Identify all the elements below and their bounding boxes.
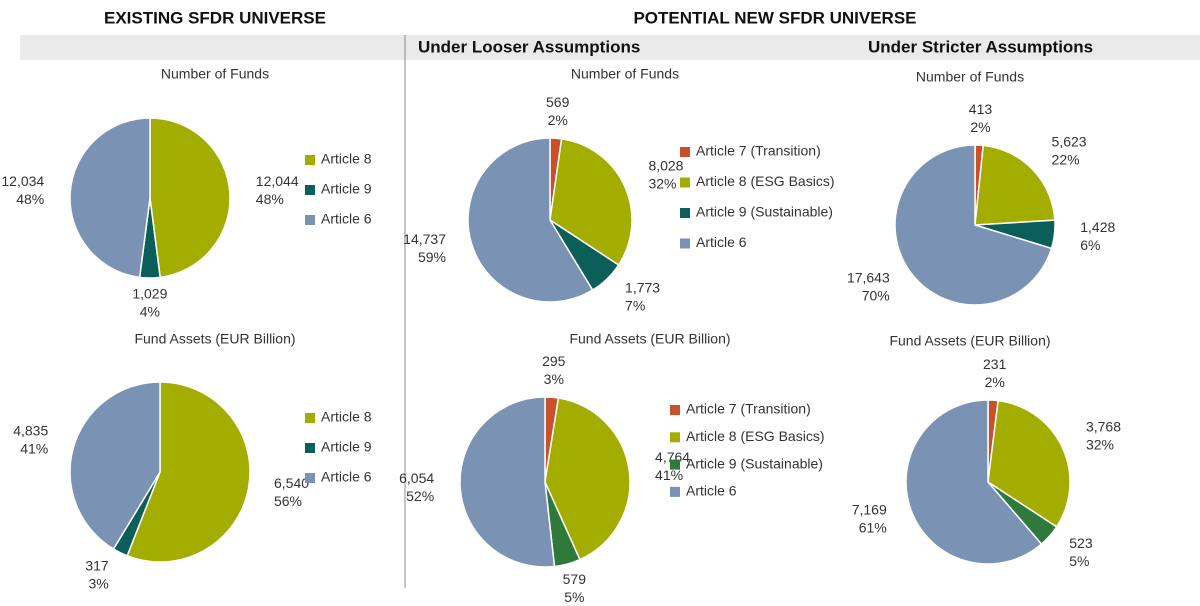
legend-swatch (680, 208, 690, 218)
value-label: 6,054 (399, 470, 434, 486)
value-label: 523 (1069, 535, 1093, 551)
value-label: 8,028 (648, 157, 683, 173)
value-label: 12,044 (256, 173, 299, 189)
share-label: 48% (16, 191, 44, 207)
chart-title: Fund Assets (EUR Billion) (569, 331, 730, 347)
share-label: 41% (655, 467, 683, 483)
pie-slice (126, 381, 251, 563)
legend-label: Article 6 (321, 211, 372, 227)
legend-label: Article 7 (Transition) (686, 401, 811, 417)
legend-label: Article 9 (321, 181, 372, 197)
section-title: EXISTING SFDR UNIVERSE (104, 8, 326, 27)
share-label: 61% (859, 519, 887, 535)
share-label: 41% (20, 441, 48, 457)
share-label: 2% (970, 119, 990, 135)
share-label: 32% (1086, 436, 1114, 452)
value-label: 231 (983, 356, 1007, 372)
legend-swatch (305, 185, 315, 195)
legend-label: Article 9 (321, 439, 372, 455)
pie-slice (459, 396, 556, 568)
share-label: 2% (548, 112, 568, 128)
pie-slice (467, 137, 594, 303)
legend-label: Article 8 (ESG Basics) (696, 173, 834, 189)
legend-swatch (670, 459, 680, 470)
value-label: 4,764 (655, 449, 690, 465)
legend-swatch (680, 177, 690, 188)
legend-swatch (305, 443, 315, 453)
legend-label: Article 7 (Transition) (696, 143, 821, 159)
pie-slice (69, 381, 161, 551)
pie-slice (149, 117, 231, 279)
value-label: 295 (542, 353, 566, 369)
share-label: 6% (1080, 237, 1100, 253)
pie-slice (894, 144, 1053, 306)
share-label: 48% (256, 191, 284, 207)
legend-swatch (670, 486, 680, 497)
value-label: 3,768 (1086, 418, 1121, 434)
chart-title: Fund Assets (EUR Billion) (889, 333, 1050, 349)
value-label: 6,540 (274, 475, 309, 491)
value-label: 4,835 (13, 423, 48, 439)
share-label: 3% (544, 371, 564, 387)
share-label: 2% (985, 374, 1005, 390)
section-subtitle: Under Looser Assumptions (418, 37, 640, 56)
legend-swatch (680, 147, 690, 157)
chart-title: Number of Funds (161, 66, 269, 82)
value-label: 7,169 (852, 501, 887, 517)
header-band (20, 35, 1200, 60)
value-label: 14,737 (403, 231, 446, 247)
value-label: 1,428 (1080, 219, 1115, 235)
share-label: 4% (140, 304, 160, 320)
share-label: 32% (648, 175, 676, 191)
value-label: 317 (85, 558, 109, 574)
legend-label: Article 9 (Sustainable) (696, 204, 833, 220)
legend-label: Article 9 (Sustainable) (686, 455, 823, 471)
share-label: 22% (1052, 151, 1080, 167)
share-label: 5% (564, 589, 584, 605)
legend-swatch (305, 413, 315, 423)
legend-label: Article 6 (686, 483, 737, 499)
chart-title: Fund Assets (EUR Billion) (134, 331, 295, 347)
legend-label: Article 8 (ESG Basics) (686, 428, 824, 444)
legend-swatch (670, 432, 680, 443)
share-label: 7% (625, 297, 645, 313)
value-label: 413 (969, 101, 993, 117)
share-label: 3% (88, 576, 108, 592)
legend-swatch (305, 215, 315, 225)
pie-slice (544, 397, 631, 561)
legend-swatch (305, 155, 315, 165)
legend-label: Article 8 (321, 151, 372, 167)
value-label: 569 (546, 94, 570, 110)
legend-swatch (305, 473, 315, 483)
pie-slice (905, 399, 1043, 565)
value-label: 17,643 (847, 270, 890, 286)
share-label: 59% (418, 249, 446, 265)
share-label: 70% (862, 288, 890, 304)
value-label: 1,029 (132, 286, 167, 302)
pie-slice (69, 117, 151, 279)
chart-title: Number of Funds (916, 69, 1024, 85)
share-label: 56% (274, 493, 302, 509)
value-label: 5,623 (1052, 133, 1087, 149)
pie-slice (549, 137, 633, 267)
share-label: 52% (406, 488, 434, 504)
value-label: 1,773 (625, 279, 660, 295)
section-subtitle: Under Stricter Assumptions (868, 37, 1093, 56)
legend-label: Article 8 (321, 409, 372, 425)
legend-label: Article 6 (321, 469, 372, 485)
value-label: 12,034 (1, 173, 44, 189)
section-title: POTENTIAL NEW SFDR UNIVERSE (633, 8, 916, 27)
pie-slice (974, 144, 1056, 226)
share-label: 5% (1069, 553, 1089, 569)
value-label: 579 (563, 571, 587, 587)
legend-label: Article 6 (696, 234, 747, 250)
legend-swatch (680, 238, 690, 249)
legend-swatch (670, 405, 680, 415)
chart-title: Number of Funds (571, 66, 679, 82)
